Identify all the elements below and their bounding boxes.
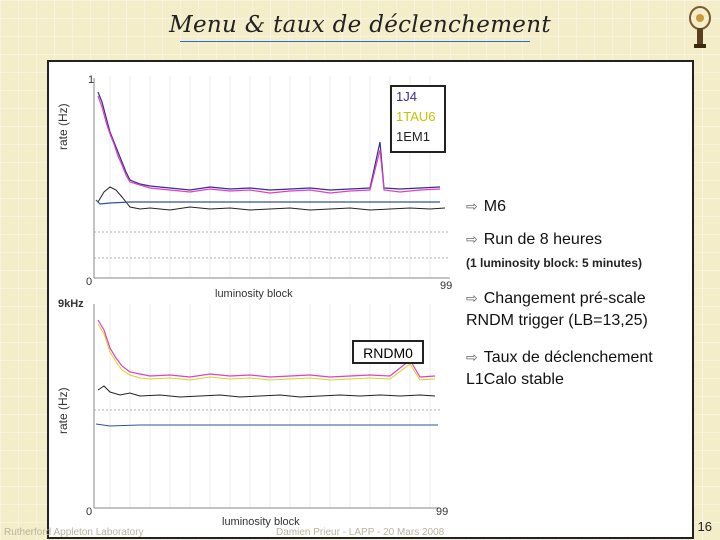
arrow-right-icon: ⇨ [466,198,478,214]
arrow-right-icon: ⇨ [466,231,478,247]
top-x-axis-label: luminosity block [215,288,293,300]
atlas-logo-icon [689,6,711,48]
series-bottom-baseline [95,423,438,427]
bottom-y-axis-label: rate (Hz) [56,387,70,434]
rndm0-label-box: RNDM0 [352,340,424,364]
bottom-rate-plot [80,300,450,512]
series-m6 [95,199,440,205]
bullet-trigger-rate: ⇨ Taux de déclenchement L1Calo stable [466,349,653,388]
bottom-x-axis-label: luminosity block [222,516,300,528]
series-1em1 [97,186,446,211]
bullet-run-duration: ⇨ Run de 8 heures [466,231,603,248]
page-number: 16 [697,519,712,534]
series-1j4 [97,91,441,191]
footer-middle: Damien Prieur - LAPP - 20 Mars 2008 [276,527,445,538]
top-y-axis-label: rate (Hz) [56,103,70,150]
bottom-plot-grid [109,304,431,508]
slide-title: Menu & taux de déclenchement [169,12,551,38]
top-y-bottom-tick: 0 [86,276,93,288]
luminosity-block-note: (1 luminosity block: 5 minutes) [466,256,643,270]
bullet-m6: ⇨ M6 [466,198,506,215]
series-1tau6 [97,95,441,194]
arrow-right-icon: ⇨ [466,290,478,306]
bottom-y-top-tick: 9kHz [58,298,84,310]
bottom-x-right-tick: 99 [436,506,449,518]
series-rndm0 [97,319,436,378]
legend-entry-1j4: 1J4 [396,89,417,104]
legend-entry-1em1: 1EM1 [396,129,430,144]
bullet-prescale-change: ⇨ Changement pré-scale RNDM trigger (LB=1… [466,290,648,329]
footer-left: Rutherford Appleton Laboratory [4,527,144,538]
top-plot-legend: 1J4 1TAU6 1EM1 [390,85,446,153]
arrow-right-icon: ⇨ [466,349,478,365]
bottom-y-bottom-tick: 0 [86,506,93,518]
legend-entry-1tau6: 1TAU6 [396,109,436,124]
series-rndm0-dark [97,385,436,398]
top-x-right-tick: 99 [440,280,453,292]
title-underline [180,41,530,42]
series-rndm0-yellow [97,323,436,381]
top-y-top-tick: 1 [88,74,95,86]
